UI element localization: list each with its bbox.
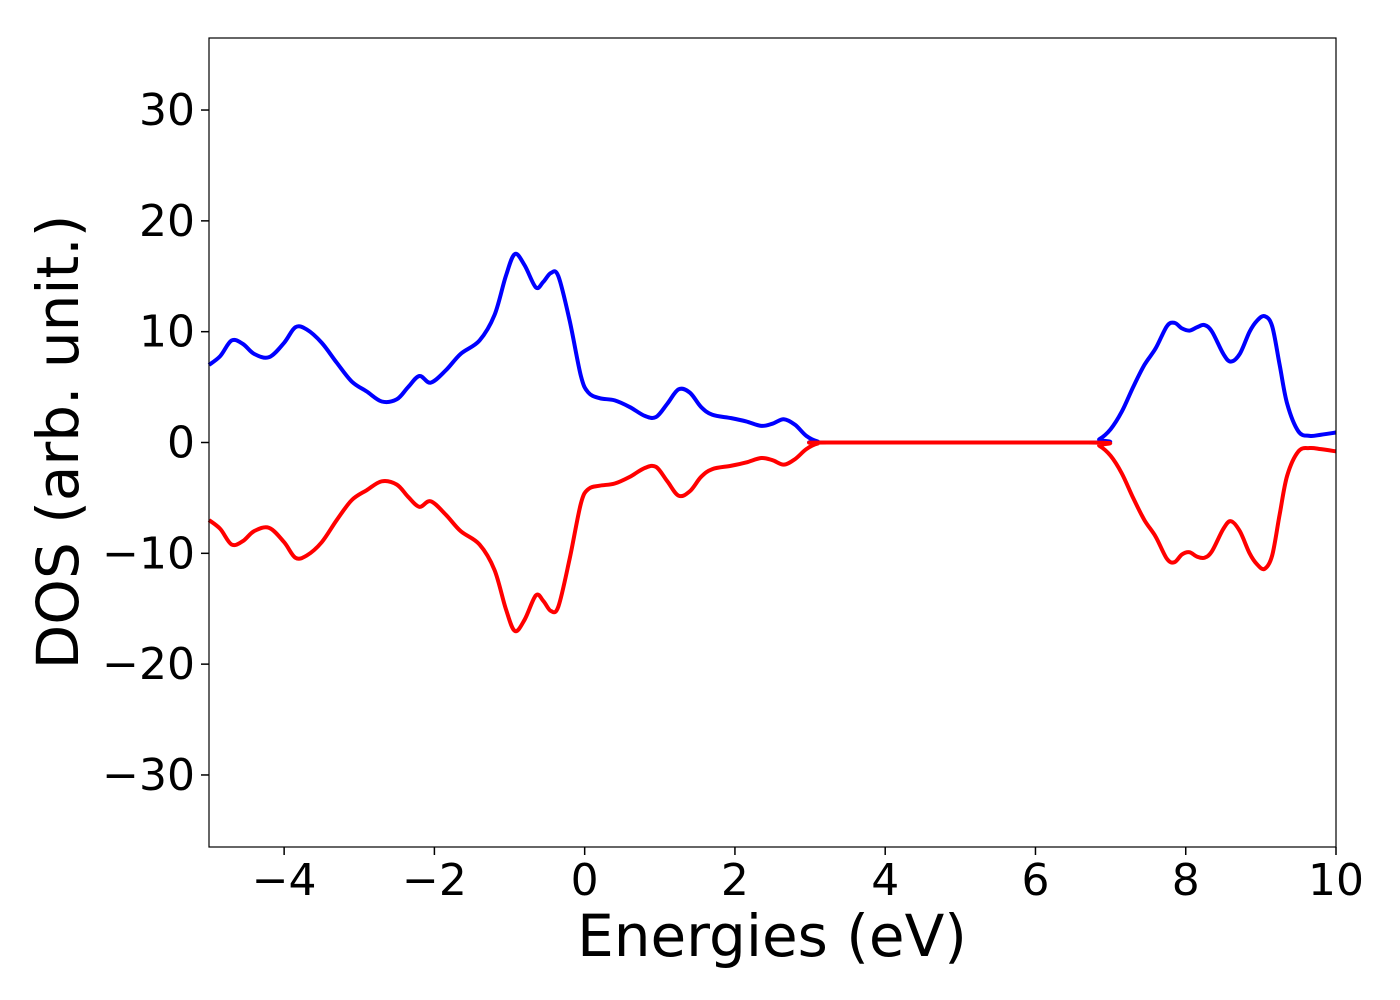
series-layer xyxy=(207,251,1337,634)
x-tick-label: 0 xyxy=(571,855,599,906)
x-tick-label: 6 xyxy=(1021,855,1049,906)
x-tick-label: −2 xyxy=(402,855,467,906)
x-tick-label: 4 xyxy=(871,855,899,906)
x-tick-label: −4 xyxy=(252,855,317,906)
y-tick-label: −20 xyxy=(102,639,195,690)
y-tick-label: −10 xyxy=(102,528,195,579)
x-tick-label: 8 xyxy=(1172,855,1200,906)
y-axis-label: DOS (arb. unit.) xyxy=(24,215,92,670)
y-tick-label: −30 xyxy=(102,750,195,801)
x-tick-label: 2 xyxy=(721,855,749,906)
x-axis-ticks: −4 −2 0 2 4 6 8 10 xyxy=(252,847,1364,906)
y-tick-label: 20 xyxy=(139,196,195,247)
spin-down-line xyxy=(207,440,1337,634)
y-axis-ticks: 30 20 10 0 −10 −20 −30 xyxy=(102,85,209,801)
plot-frame xyxy=(208,37,1337,848)
y-tick-label: 0 xyxy=(167,418,195,469)
y-tick-label: 30 xyxy=(139,85,195,136)
x-axis-label: Energies (eV) xyxy=(577,902,967,970)
x-tick-label: 10 xyxy=(1308,855,1364,906)
y-tick-label: 10 xyxy=(139,307,195,358)
spin-up-line xyxy=(207,251,1337,445)
